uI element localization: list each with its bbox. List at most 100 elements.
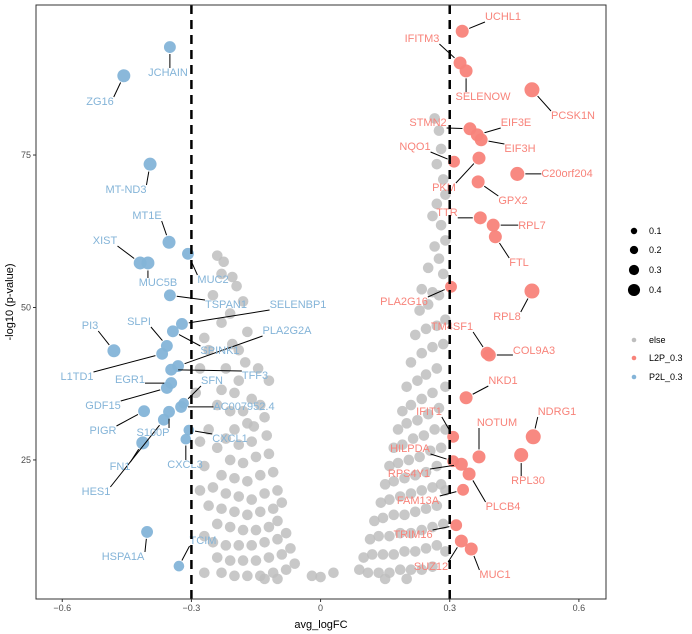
point-else xyxy=(263,521,275,533)
point-else xyxy=(440,485,451,496)
y-tick-label: 75 xyxy=(21,150,31,160)
gene-label: SFN xyxy=(201,375,223,387)
point-else xyxy=(431,363,443,374)
point-else xyxy=(224,454,236,466)
gene-label: MUC2 xyxy=(197,274,228,286)
label-segment xyxy=(447,547,458,563)
label-segment xyxy=(117,245,135,259)
point-else xyxy=(384,530,395,542)
label-segment xyxy=(537,95,552,112)
x-tick-label: 0.3 xyxy=(443,603,456,613)
point-else xyxy=(211,518,223,530)
gene-label: CXCL3 xyxy=(167,459,202,471)
color-legend-label: else xyxy=(649,335,666,345)
point-else xyxy=(216,268,227,280)
point-else xyxy=(427,210,438,222)
label-segment xyxy=(430,453,447,460)
point-HES1 xyxy=(157,413,170,426)
gene-label: JCHAIN xyxy=(148,67,188,79)
point-NQO1 xyxy=(448,155,460,168)
point-else xyxy=(427,482,438,493)
point-else xyxy=(216,567,227,579)
point-TRIM16 xyxy=(450,519,463,532)
color-legend-key xyxy=(631,374,637,380)
point-L1TD1 xyxy=(156,347,169,360)
gene-label: SELENBP1 xyxy=(270,299,327,311)
point-else xyxy=(220,433,232,444)
gene-label: AC007952.4 xyxy=(213,401,274,413)
gene-label: EIF3E xyxy=(501,117,532,129)
label-segment xyxy=(144,538,147,553)
point-else xyxy=(259,488,270,499)
point-PKM xyxy=(472,151,486,165)
gene-label: GDF15 xyxy=(85,400,120,412)
point-else xyxy=(203,344,214,356)
point-else xyxy=(416,347,428,359)
point-else xyxy=(409,329,421,341)
point-else xyxy=(216,384,227,396)
point-else xyxy=(440,235,451,246)
point-else xyxy=(388,509,400,521)
point-NOTUM xyxy=(472,450,486,464)
point-MT-ND3 xyxy=(143,157,157,171)
point-else xyxy=(422,408,434,420)
point-else xyxy=(207,536,219,548)
point-else xyxy=(203,500,214,511)
point-else xyxy=(233,540,245,551)
label-segment xyxy=(534,416,539,429)
point-else xyxy=(237,555,249,566)
point-else xyxy=(427,561,438,572)
point-NKD1 xyxy=(459,391,473,405)
point-else xyxy=(431,460,443,472)
gene-label: MUC1 xyxy=(479,569,510,581)
point-else xyxy=(384,494,395,505)
point-else xyxy=(306,570,318,582)
gene-label: RPL8 xyxy=(493,311,521,323)
point-else xyxy=(420,323,432,335)
label-segment xyxy=(439,43,455,59)
point-NDRG1 xyxy=(525,429,541,445)
point-else xyxy=(263,375,275,386)
gene-label: HES1 xyxy=(82,486,111,498)
point-else xyxy=(233,491,245,502)
gene-label: NQO1 xyxy=(399,141,430,153)
x-tick-label: 0 xyxy=(318,603,323,613)
label-segment xyxy=(472,385,489,395)
point-else xyxy=(276,549,288,560)
point-else xyxy=(259,573,270,585)
gene-label: S100P xyxy=(136,427,169,439)
point-else xyxy=(250,555,262,566)
point-FTL xyxy=(488,230,502,244)
label-segment xyxy=(113,82,122,98)
label-segment xyxy=(109,424,160,488)
point-PI3 xyxy=(107,344,121,358)
point-else xyxy=(379,479,391,490)
axes: −0.6 −0.3 0 0.3 0.6 25 50 75 xyxy=(21,150,585,613)
point-else xyxy=(248,421,260,432)
gene-label: TTR xyxy=(436,207,457,219)
point-TCIM xyxy=(173,560,185,572)
point-else xyxy=(233,439,245,451)
point-else xyxy=(246,540,257,551)
point-else xyxy=(254,469,266,481)
label-segment xyxy=(439,491,457,497)
gene-label: TSPAN1 xyxy=(205,299,247,311)
point-else xyxy=(242,475,253,487)
point-else xyxy=(246,436,257,447)
point-else xyxy=(437,268,449,280)
point-else xyxy=(315,571,326,583)
gene-label: RPL7 xyxy=(518,220,546,232)
point-else xyxy=(246,494,257,505)
size-legend-key xyxy=(627,283,641,297)
gene-label: FTL xyxy=(509,257,529,269)
gene-label: HILPDA xyxy=(390,443,430,455)
point-else xyxy=(427,387,438,399)
point-TSPAN1 xyxy=(163,289,176,302)
point-else xyxy=(237,524,249,536)
point-else xyxy=(397,405,408,417)
point-else xyxy=(416,564,428,576)
point-else xyxy=(237,457,249,469)
gene-label: PLA2G16 xyxy=(380,296,428,308)
point-else xyxy=(263,552,275,563)
point-else xyxy=(431,540,443,551)
